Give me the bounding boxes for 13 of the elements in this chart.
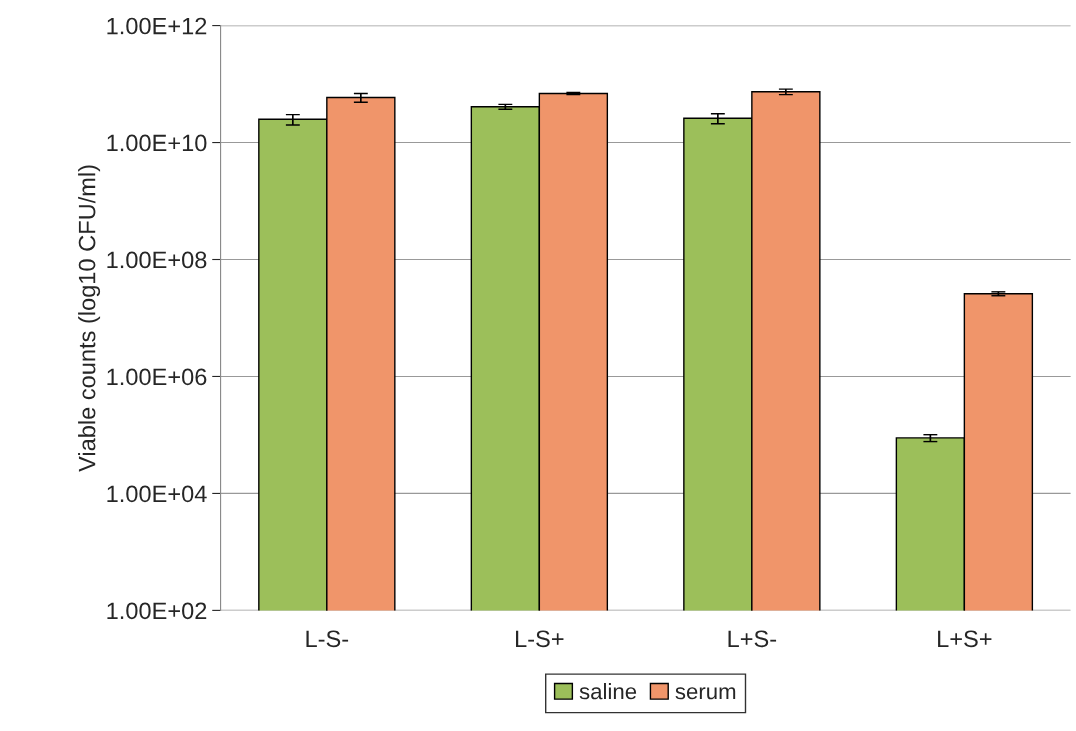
legend-label: serum (675, 687, 736, 700)
y-tick-label: 1.00E+10 (107, 134, 207, 152)
y-tick-label: 1.00E+02 (107, 602, 207, 620)
x-tick-label: L+S+ (938, 630, 992, 648)
y-tick-label: 1.00E+04 (107, 485, 207, 503)
y-tick-label: 1.00E+08 (107, 251, 207, 269)
y-axis-title: Viable counts (log10 CFU/ml) (78, 165, 101, 472)
y-tick-label: 1.00E+06 (107, 368, 207, 386)
y-tick-label: 1.00E+12 (107, 17, 207, 35)
x-tick-label: L-S- (306, 630, 349, 648)
x-tick-label: L-S+ (516, 630, 564, 648)
x-tick-label: L+S- (728, 630, 777, 648)
legend-label: saline (579, 683, 637, 700)
